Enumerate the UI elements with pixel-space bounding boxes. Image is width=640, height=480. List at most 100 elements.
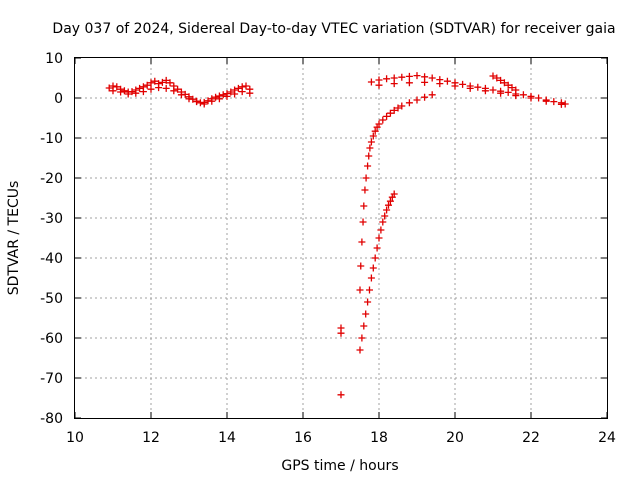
data-point — [386, 109, 394, 117]
y-tick-label: -10 — [40, 131, 63, 147]
y-tick-label: -80 — [40, 411, 63, 427]
data-point — [527, 94, 535, 102]
data-point — [405, 99, 413, 107]
x-tick-label: 20 — [446, 430, 464, 446]
data-point — [147, 79, 155, 87]
y-tick-label: -20 — [40, 171, 63, 187]
data-point — [367, 78, 375, 86]
data-point — [117, 88, 125, 96]
data-point — [185, 95, 193, 103]
data-point — [371, 254, 379, 262]
data-point — [394, 104, 402, 112]
x-tick-label: 14 — [218, 430, 236, 446]
data-point — [443, 77, 451, 85]
data-point — [132, 89, 140, 97]
data-point — [369, 264, 377, 272]
data-point — [398, 73, 406, 81]
data-point — [238, 88, 246, 96]
y-tick-label: -60 — [40, 331, 63, 347]
data-point — [474, 83, 482, 91]
data-point — [535, 94, 543, 102]
series-arc-morning-lower — [109, 84, 254, 108]
grid-lines — [75, 58, 607, 418]
data-point — [373, 244, 381, 252]
plot-frame — [74, 57, 608, 419]
data-point — [459, 80, 467, 88]
data-point — [139, 88, 147, 96]
data-point — [512, 86, 520, 94]
data-point — [358, 334, 366, 342]
data-point — [358, 238, 366, 246]
data-points — [105, 72, 569, 399]
data-point — [246, 89, 254, 97]
data-point — [158, 78, 166, 86]
data-point — [371, 127, 379, 135]
data-point — [493, 74, 501, 82]
data-point — [413, 96, 421, 104]
y-axis-label: SDTVAR / TECUs — [6, 181, 22, 296]
data-point — [231, 90, 239, 98]
data-point — [362, 174, 370, 182]
data-point — [489, 72, 497, 80]
data-point — [379, 116, 387, 124]
y-tick-label: -50 — [40, 291, 63, 307]
data-point — [193, 98, 201, 106]
data-point — [550, 98, 558, 106]
data-point — [162, 84, 170, 92]
x-tick-label: 24 — [598, 430, 616, 446]
data-point — [405, 72, 413, 80]
data-point — [383, 75, 391, 83]
data-point — [542, 97, 550, 105]
data-point — [151, 77, 159, 85]
x-tick-label: 10 — [66, 430, 84, 446]
data-point — [200, 100, 208, 108]
data-point — [369, 132, 377, 140]
data-point — [177, 91, 185, 99]
data-point — [383, 206, 391, 214]
data-point — [365, 152, 373, 160]
data-point — [113, 83, 121, 91]
chart-title: Day 037 of 2024, Sidereal Day-to-day VTE… — [52, 21, 615, 37]
data-point — [367, 138, 375, 146]
y-tick-label: 0 — [54, 91, 63, 107]
data-point — [557, 100, 565, 108]
data-point — [383, 112, 391, 120]
data-point — [166, 79, 174, 87]
data-point — [136, 84, 144, 92]
data-point — [519, 91, 527, 99]
data-point — [381, 212, 389, 220]
data-point — [147, 85, 155, 93]
series-outliers — [337, 324, 345, 399]
data-point — [124, 90, 132, 98]
y-tick-label: 10 — [45, 51, 63, 67]
data-point — [375, 81, 383, 89]
data-point — [360, 202, 368, 210]
data-point — [128, 88, 136, 96]
data-point — [143, 81, 151, 89]
data-point — [504, 88, 512, 96]
data-point — [367, 274, 375, 282]
data-point — [362, 310, 370, 318]
y-tick-label: -30 — [40, 211, 63, 227]
data-point — [451, 82, 459, 90]
series-arc-evening-top — [367, 72, 569, 108]
data-point — [504, 81, 512, 89]
data-point — [497, 76, 505, 84]
data-point — [421, 93, 429, 101]
data-point — [359, 218, 367, 226]
data-point — [234, 84, 242, 92]
data-point — [366, 144, 374, 152]
data-point — [223, 92, 231, 100]
data-point — [337, 329, 345, 337]
data-point — [356, 286, 364, 294]
data-point — [428, 74, 436, 82]
data-point — [390, 190, 398, 198]
data-point — [466, 84, 474, 92]
data-point — [170, 87, 178, 95]
x-tick-label: 18 — [370, 430, 388, 446]
data-point — [390, 80, 398, 88]
data-point — [481, 87, 489, 95]
data-point — [398, 102, 406, 110]
series-arc-evening-lower — [375, 78, 565, 108]
series-arc-recovery-long — [356, 91, 436, 294]
